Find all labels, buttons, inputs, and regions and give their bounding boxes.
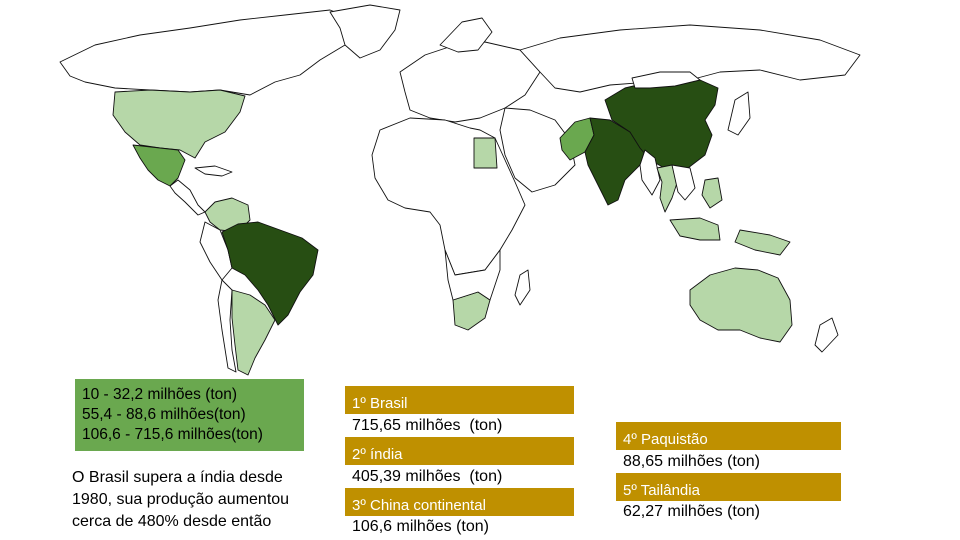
region-greenland	[329, 4, 401, 59]
rank-2-label: 2º índia	[345, 437, 574, 465]
region-indonesia-east	[734, 229, 791, 256]
note-line-1: O Brasil supera a índia desde	[72, 469, 283, 486]
region-vietnam	[671, 164, 696, 201]
region-canada	[59, 9, 361, 96]
region-indonesia	[669, 217, 721, 241]
legend-range-mid: 55,4 - 88,6 milhões(ton)	[82, 406, 246, 423]
region-caribbean	[194, 165, 233, 177]
legend-range-low: 10 - 32,2 milhões (ton)	[82, 386, 238, 403]
region-middle-east	[499, 107, 576, 193]
world-map	[59, 4, 861, 376]
region-usa	[112, 89, 246, 159]
region-egypt	[473, 137, 498, 169]
region-central-america	[169, 179, 206, 216]
rank-1-value: 715,65 milhões (ton)	[352, 417, 503, 434]
rank-4-value: 88,65 milhões (ton)	[623, 453, 760, 470]
map-countries	[59, 4, 861, 376]
note-line-3: cerca de 480% desde então	[72, 513, 272, 530]
region-peru	[199, 221, 233, 281]
region-argentina	[231, 289, 276, 376]
rank-3-label: 3º China continental	[345, 488, 574, 516]
rank-5-value: 62,27 milhões (ton)	[623, 503, 760, 520]
region-brazil	[221, 221, 319, 326]
region-australia	[689, 267, 793, 343]
region-scandinavia	[439, 17, 493, 53]
region-new-zealand	[814, 317, 839, 353]
legend-range-high: 106,6 - 715,6 milhões(ton)	[82, 426, 263, 443]
legend-box: 10 - 32,2 milhões (ton) 55,4 - 88,6 milh…	[75, 379, 304, 451]
rank-4-label: 4º Paquistão	[616, 422, 841, 450]
rank-5-label: 5º Tailândia	[616, 473, 841, 501]
rank-1-label: 1º Brasil	[345, 386, 574, 414]
region-mexico	[132, 144, 186, 187]
region-myanmar	[639, 149, 661, 196]
rank-2-value: 405,39 milhões (ton)	[352, 468, 503, 485]
note-text: O Brasil supera a índia desde 1980, sua …	[72, 467, 322, 533]
region-japan	[727, 91, 751, 136]
region-mongolia	[631, 71, 701, 89]
note-line-2: 1980, sua produção aumentou	[72, 491, 290, 508]
region-chile	[217, 279, 237, 373]
region-madagascar	[514, 269, 531, 306]
region-africa-south	[444, 249, 501, 301]
rank-3-value: 106,6 milhões (ton)	[352, 518, 489, 535]
region-russia	[519, 24, 861, 93]
region-philippines	[701, 177, 723, 209]
